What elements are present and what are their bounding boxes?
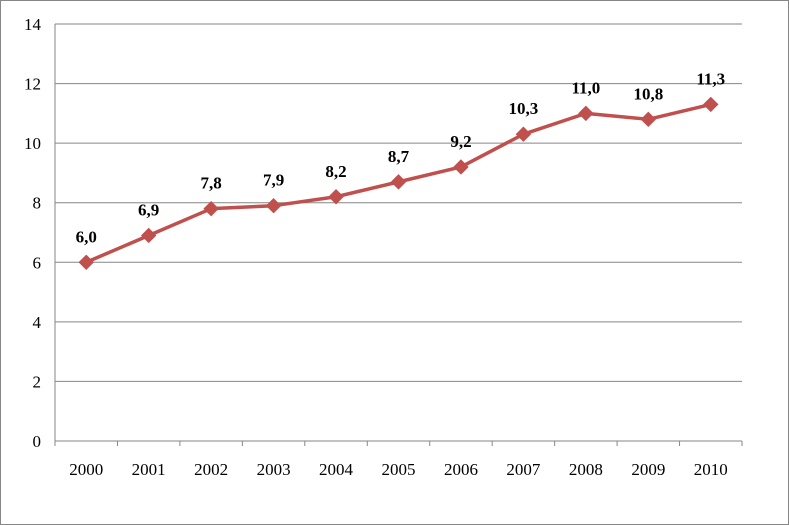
data-point-marker	[390, 174, 407, 190]
y-tick-label: 12	[24, 75, 41, 94]
x-tick-label: 2009	[631, 460, 665, 479]
data-label: 9,2	[450, 132, 471, 151]
data-point-marker	[140, 227, 157, 244]
data-label: 10,3	[509, 99, 539, 118]
data-point-marker	[265, 197, 282, 214]
y-tick-label: 6	[33, 253, 42, 272]
data-label: 6,0	[76, 227, 97, 246]
data-point-marker	[453, 159, 469, 175]
data-point-marker	[328, 189, 344, 205]
x-tick-label: 2001	[132, 460, 166, 479]
data-point-marker	[578, 105, 594, 122]
y-tick-label: 8	[33, 194, 42, 213]
data-point-marker	[515, 126, 532, 142]
data-point-marker	[703, 96, 719, 113]
y-tick-label: 0	[33, 432, 42, 451]
data-label: 10,8	[633, 84, 663, 103]
data-label: 8,7	[388, 147, 410, 166]
x-tick-label: 2008	[569, 460, 603, 479]
data-label: 8,2	[325, 162, 346, 181]
x-tick-label: 2006	[444, 460, 478, 479]
x-tick-label: 2005	[382, 460, 416, 479]
data-point-marker	[78, 254, 94, 270]
y-tick-label: 14	[24, 15, 42, 34]
x-tick-label: 2000	[69, 460, 103, 479]
data-label: 7,9	[263, 171, 284, 190]
data-label: 7,8	[201, 174, 222, 193]
x-tick-label: 2007	[506, 460, 541, 479]
data-label: 11,0	[571, 78, 600, 97]
y-tick-label: 10	[24, 134, 41, 153]
x-tick-label: 2004	[319, 460, 354, 479]
data-label: 11,3	[696, 69, 725, 88]
x-tick-label: 2002	[194, 460, 228, 479]
data-point-marker	[640, 111, 657, 128]
data-point-marker	[203, 200, 219, 217]
x-tick-label: 2010	[694, 460, 728, 479]
y-tick-label: 4	[33, 313, 42, 332]
y-tick-label: 2	[33, 372, 42, 391]
x-tick-label: 2003	[257, 460, 291, 479]
data-label: 6,9	[138, 200, 159, 219]
